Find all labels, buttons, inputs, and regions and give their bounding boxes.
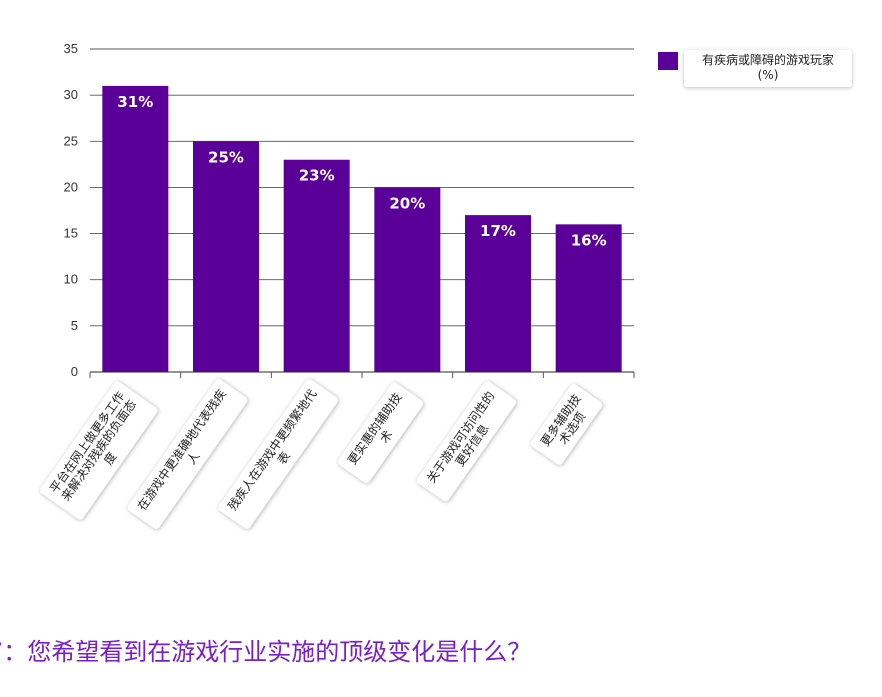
y-tick-label: 35: [64, 41, 78, 56]
bar: [555, 224, 622, 372]
bar: [283, 159, 350, 372]
grid-lines: [89, 48, 635, 378]
y-tick-label: 0: [71, 364, 78, 379]
y-tick-label: 5: [71, 318, 78, 333]
bar: [193, 141, 259, 372]
legend-label-box: 有疾病或障碍的游戏玩家 (%): [684, 50, 852, 87]
bar: [374, 187, 441, 372]
bar-data-label: 23%: [299, 167, 335, 185]
y-tick-label: 25: [64, 133, 78, 148]
bar: [465, 215, 531, 372]
x-category-label-box: [127, 379, 248, 529]
x-category-label-box: [530, 383, 603, 465]
bars: 31% 25% 23% 20% 17% 16%: [102, 85, 622, 373]
question-text: 您希望看到在游戏行业实施的顶级变化是什么？: [27, 638, 532, 666]
y-tick-label: 10: [64, 272, 78, 287]
bar-data-label: 17%: [480, 222, 516, 240]
bar-data-label: 16%: [571, 231, 607, 249]
bar-chart: 0 5 10 15 20 25 30 35 31% 25% 23% 20% 17% 16% 平台在网上做…: [40, 41, 635, 529]
legend-label-line-2: (%): [757, 68, 779, 82]
x-category-label-box: [40, 381, 158, 520]
legend: 有疾病或障碍的游戏玩家 (%): [658, 50, 852, 87]
y-tick-label: 30: [64, 87, 78, 102]
x-category-label-box: [416, 381, 517, 502]
y-tick-label: 15: [64, 226, 78, 241]
bar-data-label: 31%: [117, 93, 153, 111]
x-category-label-box: [337, 382, 424, 484]
y-tick-label: 20: [64, 179, 78, 194]
bar-data-label: 20%: [389, 194, 425, 212]
x-category-label-box: [218, 379, 339, 529]
question-heading: 7：您希望看到在游戏行业实施的顶级变化是什么？: [0, 632, 882, 667]
legend-swatch: [658, 52, 678, 70]
bar-data-label: 25%: [208, 148, 244, 166]
bar: [102, 85, 169, 373]
legend-label-line-1: 有疾病或障碍的游戏玩家: [701, 53, 834, 67]
y-axis-ticks: 0 5 10 15 20 25 30 35: [64, 41, 78, 379]
question-number: 7：: [0, 638, 28, 666]
